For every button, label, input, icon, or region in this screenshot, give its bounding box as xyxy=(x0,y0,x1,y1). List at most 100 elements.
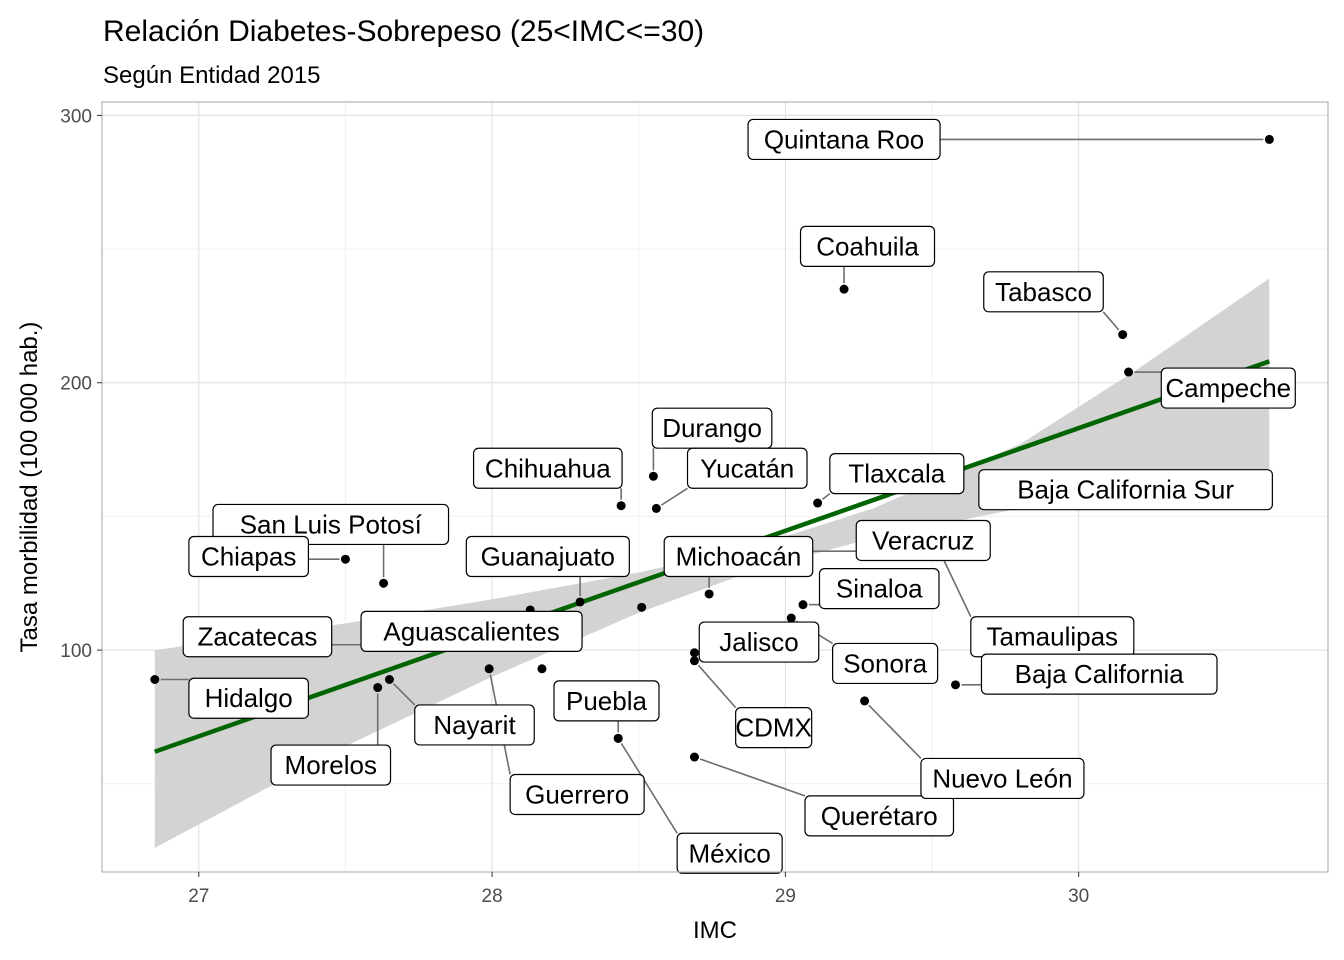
point-label-box xyxy=(980,653,1218,695)
point-label: Quintana Roo xyxy=(747,118,941,161)
point-label-text: Tabasco xyxy=(995,277,1092,307)
data-point xyxy=(637,602,647,612)
point-label: Chiapas xyxy=(188,535,310,578)
point-label-text: Chiapas xyxy=(201,542,296,572)
point-label-text: Nuevo León xyxy=(932,763,1072,793)
point-label-box xyxy=(663,535,814,578)
point-label: Aguascalientes xyxy=(360,610,583,652)
point-label: Durango xyxy=(651,407,773,449)
label-connector xyxy=(697,664,737,709)
point-label-text: Sinaloa xyxy=(836,574,923,604)
point-label-text: Coahuila xyxy=(816,231,919,261)
data-point xyxy=(1124,367,1134,377)
point-label-box xyxy=(818,567,940,610)
point-label-box xyxy=(188,677,310,719)
data-point xyxy=(689,648,699,658)
point-label-text: Jalisco xyxy=(719,627,798,657)
data-point xyxy=(616,501,626,511)
point-label: Nayarit xyxy=(414,704,535,746)
point-label: Baja California Sur xyxy=(978,469,1273,511)
point-label-text: Aguascalientes xyxy=(383,616,559,646)
point-label-text: Puebla xyxy=(566,686,647,716)
point-label-text: Tamaulipas xyxy=(987,622,1119,652)
data-point xyxy=(839,284,849,294)
point-label-box xyxy=(360,610,583,652)
point-label: Zacatecas xyxy=(182,616,333,658)
point-label: Guanajuato xyxy=(465,535,630,578)
point-label-box xyxy=(414,704,535,746)
x-tick-label: 29 xyxy=(775,886,796,907)
point-label-text: San Luis Potosí xyxy=(240,509,423,539)
point-label-box xyxy=(1160,367,1296,409)
point-label: Baja California xyxy=(980,653,1218,695)
y-tick-label: 200 xyxy=(60,374,92,395)
point-label-text: México xyxy=(688,838,770,868)
point-label: CDMX xyxy=(735,707,813,749)
point-label: Morelos xyxy=(270,744,392,786)
x-axis-title: IMC xyxy=(693,917,737,944)
x-tick-label: 30 xyxy=(1068,886,1089,907)
label-connector xyxy=(1102,311,1120,331)
x-tick-label: 27 xyxy=(188,886,209,907)
point-label-text: Baja California xyxy=(1015,659,1185,689)
point-label-text: Quintana Roo xyxy=(764,124,924,154)
data-point xyxy=(704,589,714,599)
point-label-box xyxy=(855,519,991,562)
data-point xyxy=(651,503,661,513)
data-point xyxy=(798,600,808,610)
point-label-box xyxy=(983,271,1104,313)
point-label-text: Michoacán xyxy=(676,542,802,572)
point-label-box xyxy=(698,621,820,663)
data-point xyxy=(575,597,585,607)
point-label-box xyxy=(920,757,1085,800)
data-point xyxy=(484,664,494,674)
label-connector xyxy=(868,704,922,759)
data-point xyxy=(150,675,160,684)
point-label-box xyxy=(182,616,333,658)
point-label-text: Morelos xyxy=(285,750,377,780)
point-label-text: Yucatán xyxy=(700,453,794,483)
point-label-box xyxy=(747,118,941,161)
point-label-text: Querétaro xyxy=(821,801,938,831)
label-connector xyxy=(660,487,688,506)
label-connector xyxy=(699,758,806,797)
point-label-text: Zacatecas xyxy=(197,622,317,652)
chart-subtitle: Según Entidad 2015 xyxy=(103,62,321,89)
label-connector xyxy=(821,492,831,501)
point-label-text: Baja California Sur xyxy=(1017,475,1234,505)
point-label-box xyxy=(829,453,965,495)
data-point xyxy=(689,752,699,762)
point-label: Tabasco xyxy=(983,271,1104,313)
data-point xyxy=(689,656,699,666)
y-tick-label: 300 xyxy=(60,106,92,127)
data-point xyxy=(613,733,623,743)
point-label-box xyxy=(465,535,630,578)
point-label-text: Nayarit xyxy=(433,710,516,740)
point-label: Querétaro xyxy=(804,795,955,837)
point-label: Nuevo León xyxy=(920,757,1085,800)
point-label-text: Durango xyxy=(662,413,762,443)
point-label: Tamaulipas xyxy=(970,616,1135,658)
data-point xyxy=(951,680,961,690)
point-label-text: Chihuahua xyxy=(485,453,611,483)
point-label-box xyxy=(472,447,623,489)
data-point xyxy=(340,554,350,564)
plot-border xyxy=(101,101,1329,873)
point-label-text: Guerrero xyxy=(525,779,629,809)
point-label: Guerrero xyxy=(509,773,645,816)
point-label: México xyxy=(676,832,783,874)
x-tick-label: 28 xyxy=(482,886,503,907)
label-connector xyxy=(942,558,972,618)
data-point xyxy=(1264,134,1274,144)
point-label-box xyxy=(735,707,813,749)
axis-ticks: 27 28 29 30 100 200 300 xyxy=(60,106,1089,907)
point-label-text: Guanajuato xyxy=(481,542,615,572)
data-point xyxy=(379,578,389,588)
point-labels: Quintana Roo Coahuila Tabasco Campeche Duran… xyxy=(182,118,1296,874)
point-label-text: Hidalgo xyxy=(205,683,293,713)
chart-title: Relación Diabetes-Sobrepeso (25<IMC<=30) xyxy=(103,15,704,48)
point-label: Hidalgo xyxy=(188,677,310,719)
point-label-text: Veracruz xyxy=(872,525,975,555)
data-point xyxy=(537,664,547,674)
data-point xyxy=(1118,330,1128,340)
